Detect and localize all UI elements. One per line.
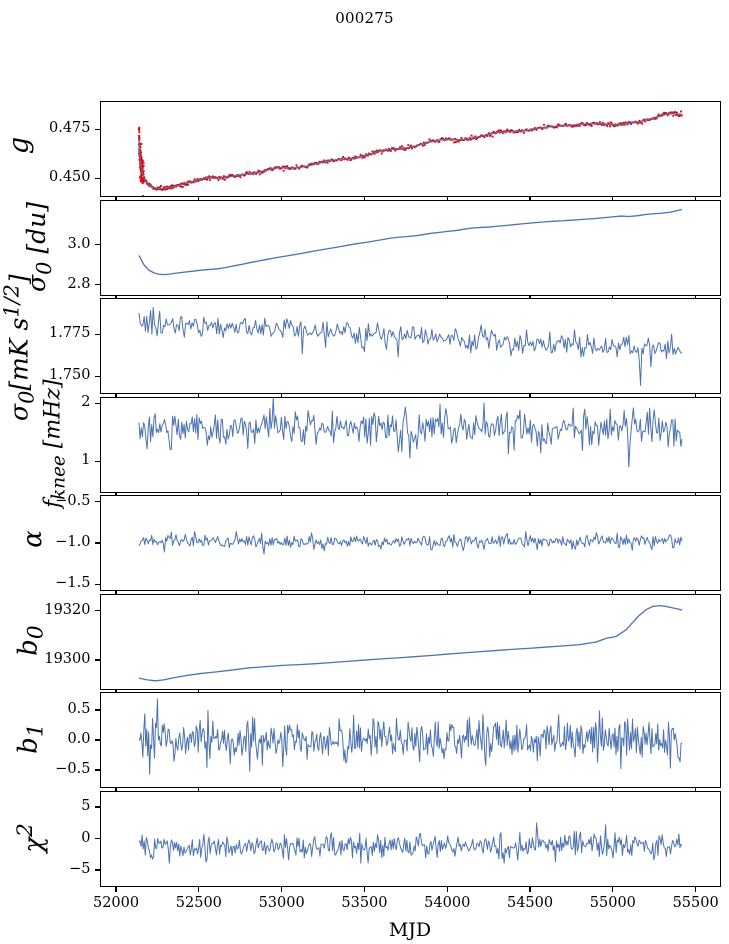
ytick-mark-b1-2 xyxy=(95,709,100,711)
ytick-mark-chi2-0 xyxy=(95,869,100,871)
sigma0-du-trace xyxy=(138,209,681,274)
xaxis-label: MJD xyxy=(388,918,432,941)
b1-trace xyxy=(138,699,681,774)
xtick-label-2: 53000 xyxy=(258,894,305,911)
ytick-mark-sigma0-mK-0 xyxy=(95,375,100,377)
xtick-label-5: 54500 xyxy=(506,894,554,911)
series-gain xyxy=(137,110,683,196)
ytick-label-chi2-0: −5 xyxy=(69,861,91,878)
ytick-label-alpha-2: −0.5 xyxy=(55,492,91,509)
xtick-mark-chi2-4 xyxy=(446,886,448,892)
xtick-mark-chi2-2 xyxy=(281,886,283,892)
ytick-label-b0-0: 19300 xyxy=(44,650,91,667)
ytick-label-fknee-1: 2 xyxy=(81,394,91,411)
panel-b0 xyxy=(99,593,721,690)
panel-sigma0-du xyxy=(99,199,721,296)
xtick-label-1: 52500 xyxy=(175,894,222,911)
ytick-label-sigma0-du-0: 2.8 xyxy=(67,275,91,292)
ytick-mark-gain-0 xyxy=(95,177,100,179)
ylabel-sigma0-mK: σ0[mK s1/2] xyxy=(0,274,39,421)
ytick-label-b1-0: −0.5 xyxy=(55,761,91,777)
xtick-label-6: 55000 xyxy=(589,894,636,911)
series-fknee xyxy=(101,398,720,492)
series-b0 xyxy=(101,595,720,689)
ytick-label-alpha-0: −1.5 xyxy=(55,575,91,592)
ytick-mark-chi2-1 xyxy=(95,837,100,840)
ytick-mark-sigma0-mK-1 xyxy=(95,333,100,335)
ytick-mark-b1-0 xyxy=(95,769,100,771)
panel-alpha xyxy=(99,495,721,591)
xtick-label-0: 52000 xyxy=(92,894,140,911)
ytick-mark-chi2-2 xyxy=(95,806,100,808)
panel-gain xyxy=(99,101,721,197)
panel-chi2 xyxy=(99,790,721,887)
xtick-label-7: 55500 xyxy=(672,894,719,911)
b0-trace xyxy=(138,605,681,680)
xtick-label-3: 53500 xyxy=(341,894,388,911)
xtick-mark-chi2-3 xyxy=(363,886,366,892)
panel-fknee xyxy=(99,396,721,493)
ytick-label-alpha-1: −1.0 xyxy=(55,534,91,550)
series-sigma0-du xyxy=(101,201,720,295)
xtick-mark-chi2-1 xyxy=(198,886,200,892)
panel-b1 xyxy=(99,692,721,788)
ytick-mark-fknee-1 xyxy=(95,402,100,405)
ytick-mark-fknee-0 xyxy=(95,460,100,462)
ylabel-chi2: χ2 xyxy=(13,822,49,853)
ytick-mark-b0-1 xyxy=(95,610,100,612)
ytick-mark-sigma0-du-1 xyxy=(95,243,100,246)
sigma0-mK-trace xyxy=(138,307,681,385)
xtick-mark-chi2-7 xyxy=(695,886,697,892)
ytick-label-b1-2: 0.5 xyxy=(67,701,91,717)
ytick-label-sigma0-du-1: 3.0 xyxy=(67,235,91,252)
gain-trace xyxy=(138,113,681,188)
xtick-mark-chi2-6 xyxy=(612,886,614,892)
ytick-mark-b1-1 xyxy=(95,739,100,741)
ytick-mark-alpha-2 xyxy=(95,501,100,503)
series-b1 xyxy=(101,693,720,787)
xtick-mark-chi2-5 xyxy=(529,886,531,892)
panel-sigma0-mK xyxy=(99,298,721,394)
ytick-mark-alpha-0 xyxy=(95,583,100,585)
ytick-label-b1-1: 0.0 xyxy=(67,731,91,747)
fknee-trace xyxy=(138,398,681,467)
series-sigma0-mK xyxy=(101,299,720,393)
ytick-label-b0-1: 19320 xyxy=(44,601,91,618)
ytick-label-gain-0: 0.450 xyxy=(48,169,91,186)
ytick-mark-b0-0 xyxy=(95,659,100,661)
ytick-mark-sigma0-du-0 xyxy=(95,283,100,286)
ytick-label-gain-1: 0.475 xyxy=(48,120,91,137)
xtick-label-4: 54000 xyxy=(424,894,471,911)
figure-title: 000275 xyxy=(335,9,394,27)
ytick-label-sigma0-mK-0: 1.750 xyxy=(48,367,91,384)
xtick-mark-chi2-0 xyxy=(115,886,117,892)
ytick-label-chi2-2: 5 xyxy=(81,797,91,814)
ytick-label-fknee-0: 1 xyxy=(81,452,91,469)
series-alpha xyxy=(101,496,720,590)
alpha-trace xyxy=(138,532,681,554)
ytick-label-chi2-1: 0 xyxy=(81,829,91,846)
ytick-mark-gain-1 xyxy=(95,128,100,130)
chi2-trace xyxy=(138,822,681,862)
ytick-label-sigma0-mK-1: 1.775 xyxy=(48,325,91,342)
series-chi2 xyxy=(101,792,720,886)
ytick-mark-alpha-1 xyxy=(95,542,100,544)
